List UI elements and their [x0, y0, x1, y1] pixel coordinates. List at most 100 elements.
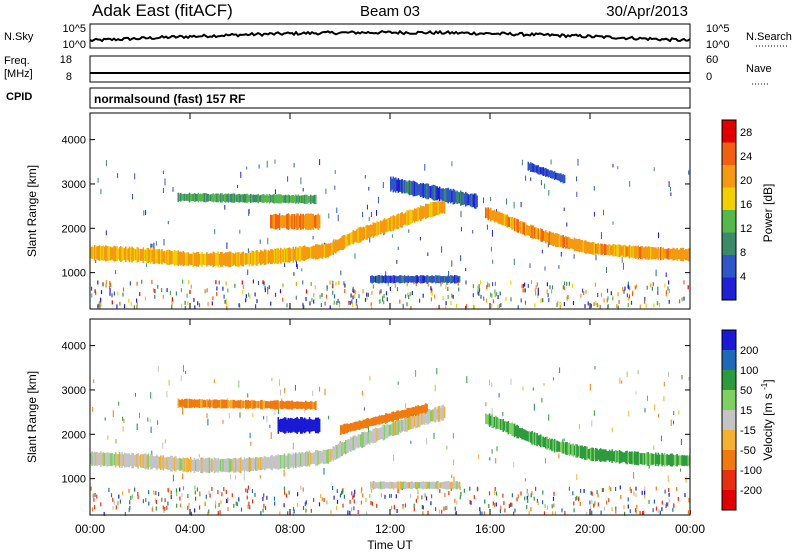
velocity-speckle: [527, 498, 529, 503]
power-band-1: [676, 247, 678, 261]
power-band-0: [327, 243, 330, 258]
power-band-0: [161, 249, 163, 265]
power-band-0: [126, 248, 128, 260]
velocity-band-3: [263, 400, 266, 409]
power-speckle: [254, 292, 256, 297]
velocity-speckle: [318, 502, 321, 507]
power-band-0: [228, 251, 231, 268]
velocity-band-0: [371, 430, 373, 443]
velocity-band-1: [661, 452, 663, 467]
velocity-band-4: [417, 482, 420, 489]
power-band-1: [628, 244, 631, 259]
velocity-band-0: [258, 457, 261, 471]
power-band-4: [446, 276, 448, 283]
velocity-band-5: [413, 407, 416, 416]
velocity-band-3: [218, 400, 221, 408]
velocity-band-2: [293, 418, 296, 433]
velocity-speckle: [91, 507, 94, 512]
velocity-band-0: [375, 427, 377, 443]
velocity-band-1: [667, 455, 670, 465]
velocity-speckle: [527, 493, 529, 498]
power-point: [576, 191, 578, 197]
power-band-1: [548, 231, 551, 245]
power-band-1: [552, 232, 555, 247]
velocity-band-0: [391, 423, 393, 436]
velocity-point: [115, 439, 117, 444]
velocity-speckle: [500, 505, 502, 510]
velocity-speckle: [341, 489, 343, 494]
power-point: [606, 267, 607, 273]
power-band-3: [305, 194, 307, 204]
velocity-speckle: [205, 494, 207, 499]
power-point: [259, 239, 261, 244]
velocity-band-1: [628, 451, 631, 464]
velocity-speckle: [608, 498, 610, 503]
power-point: [460, 255, 462, 262]
velocity-band-3: [190, 399, 192, 408]
velocity-band-0: [272, 456, 275, 469]
velocity-band-0: [240, 457, 242, 474]
velocity-band-4: [377, 481, 380, 489]
velocity-band-1: [606, 451, 608, 461]
power-band-5: [423, 184, 426, 198]
velocity-speckle: [502, 493, 504, 498]
velocity-band-4: [403, 481, 406, 490]
power-band-1: [582, 241, 585, 252]
power-band-0: [205, 253, 207, 265]
power-band-0: [177, 250, 180, 266]
power-band-3: [205, 193, 207, 203]
power-speckle: [568, 281, 570, 286]
velocity-band-0: [388, 424, 391, 436]
power-point: [319, 159, 321, 166]
velocity-band-0: [421, 412, 423, 425]
velocity-speckle: [687, 510, 689, 515]
power-band-0: [102, 245, 105, 261]
velocity-band-3: [256, 401, 258, 408]
velocity-band-0: [422, 412, 425, 425]
velocity-band-0: [253, 458, 256, 470]
velocity-band-4: [408, 482, 411, 489]
velocity-speckle: [484, 499, 486, 504]
power-band-1: [636, 246, 638, 259]
velocity-speckle: [113, 500, 115, 505]
velocity-band-3: [245, 399, 247, 409]
power-band-1: [620, 245, 622, 257]
velocity-band-1: [556, 440, 558, 453]
power-band-0: [175, 251, 177, 266]
velocity-band-1: [492, 416, 495, 427]
power-band-0: [270, 249, 272, 264]
velocity-band-3: [215, 399, 217, 409]
noise-right-tick-top: 10^5: [706, 23, 730, 35]
power-point: [296, 264, 298, 270]
power-band-1: [503, 214, 506, 226]
power-band-1: [630, 246, 632, 258]
power-speckle: [387, 281, 389, 286]
power-speckle: [389, 287, 391, 291]
power-band-3: [288, 195, 291, 203]
power-band-4: [398, 275, 401, 284]
velocity-band-2: [297, 418, 300, 433]
power-band-0: [380, 220, 382, 235]
power-band-3: [206, 193, 208, 202]
power-speckle: [136, 304, 138, 309]
power-point: [287, 176, 289, 182]
velocity-speckle: [575, 496, 577, 501]
power-point: [529, 263, 531, 269]
velocity-band-1: [677, 455, 680, 466]
power-band-0: [231, 252, 233, 266]
velocity-band-3: [225, 399, 227, 409]
power-band-3: [177, 192, 180, 202]
velocity-speckle: [142, 499, 144, 504]
power-speckle: [683, 280, 685, 285]
velocity-speckle: [488, 491, 491, 496]
velocity-colorbar-tick: 100: [740, 365, 758, 377]
power-band-0: [342, 235, 345, 250]
power-band-3: [238, 193, 241, 203]
power-band-0: [351, 231, 353, 244]
power-band-0: [375, 223, 377, 236]
velocity-speckle: [591, 499, 593, 504]
velocity-band-0: [306, 451, 308, 467]
velocity-band-3: [250, 400, 252, 409]
power-point: [558, 265, 560, 269]
power-band-1: [655, 247, 657, 260]
